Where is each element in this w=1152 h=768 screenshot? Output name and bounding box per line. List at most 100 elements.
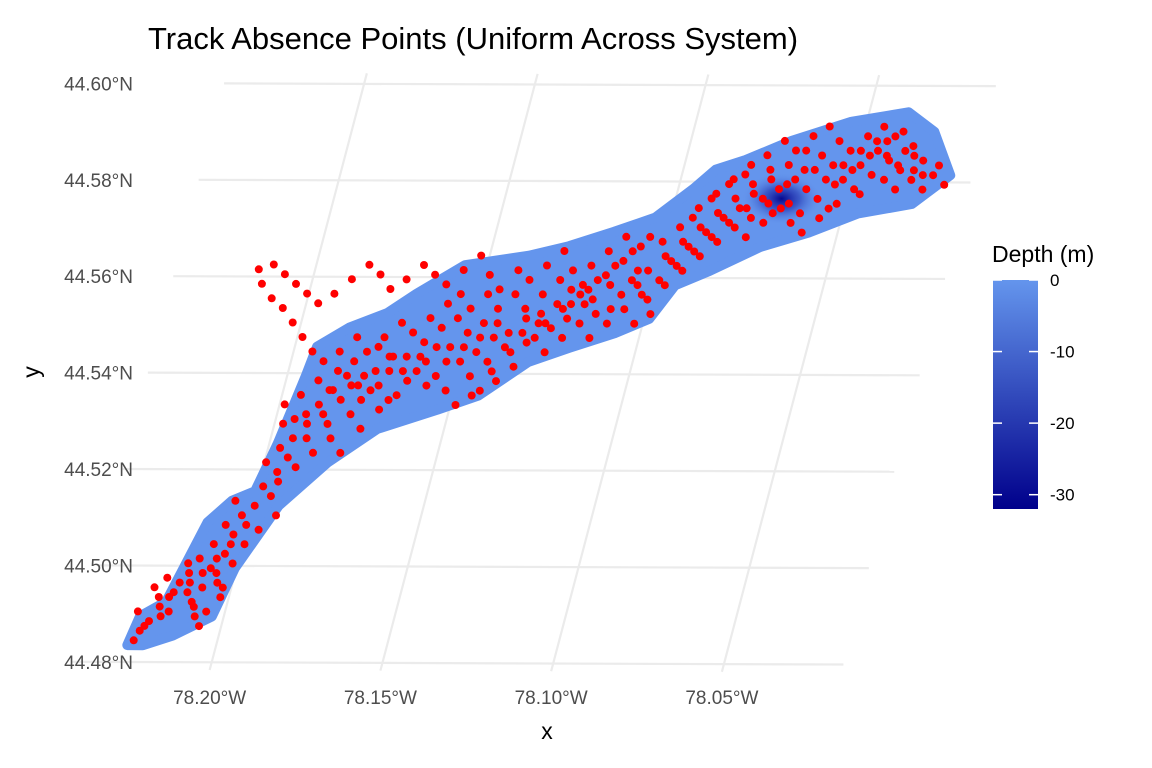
y-tick-label: 44.58°N bbox=[64, 171, 133, 192]
absence-point bbox=[198, 583, 207, 592]
absence-point bbox=[292, 279, 300, 288]
absence-point bbox=[347, 381, 356, 390]
absence-point bbox=[746, 213, 755, 222]
absence-point bbox=[175, 578, 184, 587]
absence-point bbox=[800, 165, 809, 174]
absence-point bbox=[899, 127, 908, 136]
absence-point bbox=[280, 400, 289, 409]
absence-point bbox=[129, 636, 138, 645]
absence-point bbox=[212, 554, 221, 563]
absence-point bbox=[314, 299, 323, 308]
absence-point bbox=[864, 132, 873, 141]
absence-point bbox=[431, 270, 440, 279]
absence-point bbox=[371, 367, 380, 375]
absence-point bbox=[459, 266, 468, 274]
absence-point bbox=[386, 285, 395, 293]
absence-point bbox=[463, 328, 472, 337]
absence-point bbox=[713, 237, 722, 246]
absence-point bbox=[856, 146, 865, 155]
absence-point bbox=[522, 314, 531, 323]
absence-point bbox=[786, 218, 795, 227]
absence-point bbox=[848, 166, 857, 174]
absence-point bbox=[606, 305, 615, 314]
absence-point bbox=[538, 290, 547, 299]
absence-point bbox=[873, 137, 882, 146]
grid-line-lat bbox=[71, 660, 844, 666]
legend-tick-label: 0 bbox=[1050, 271, 1059, 290]
absence-point bbox=[444, 299, 452, 308]
absence-point bbox=[226, 540, 235, 549]
absence-point bbox=[658, 237, 667, 246]
absence-point bbox=[155, 602, 164, 611]
absence-point bbox=[894, 161, 903, 170]
absence-point bbox=[291, 463, 300, 472]
absence-point bbox=[326, 434, 335, 443]
absence-point bbox=[741, 170, 750, 179]
absence-point bbox=[818, 151, 827, 160]
legend: Depth (m) 0 -10 -20 -30 bbox=[992, 241, 1094, 509]
absence-point bbox=[283, 453, 292, 462]
absence-point bbox=[266, 492, 275, 501]
absence-point bbox=[522, 338, 531, 347]
absence-point bbox=[735, 204, 744, 213]
absence-point bbox=[628, 247, 637, 256]
absence-point bbox=[276, 443, 285, 452]
absence-point bbox=[880, 175, 888, 184]
absence-point bbox=[467, 391, 476, 400]
absence-point bbox=[280, 270, 289, 279]
absence-point bbox=[164, 607, 173, 616]
absence-point bbox=[453, 314, 462, 323]
absence-point bbox=[493, 319, 502, 328]
absence-point bbox=[279, 419, 288, 428]
absence-point bbox=[209, 540, 218, 549]
absence-point bbox=[350, 357, 359, 366]
absence-point bbox=[296, 390, 305, 399]
absence-point bbox=[791, 175, 800, 184]
absence-point bbox=[218, 583, 227, 592]
absence-point bbox=[506, 348, 515, 357]
absence-point bbox=[627, 276, 636, 285]
absence-point bbox=[288, 318, 297, 327]
absence-point bbox=[323, 419, 332, 428]
absence-point bbox=[855, 190, 864, 199]
absence-point bbox=[509, 362, 518, 371]
absence-point bbox=[272, 511, 280, 520]
absence-point bbox=[465, 372, 474, 381]
absence-point bbox=[500, 343, 509, 352]
absence-point bbox=[567, 300, 575, 309]
absence-point bbox=[606, 281, 615, 289]
absence-point bbox=[335, 347, 344, 356]
chart-title: Track Absence Points (Uniform Across Sys… bbox=[148, 21, 798, 56]
absence-point bbox=[839, 161, 848, 170]
absence-point bbox=[883, 137, 892, 146]
absence-point bbox=[591, 309, 600, 318]
absence-point bbox=[620, 305, 629, 314]
grid-line-lat bbox=[147, 371, 920, 377]
grid-line-lat bbox=[122, 467, 895, 473]
x-tick-label: 78.20°W bbox=[173, 688, 246, 709]
absence-point bbox=[374, 342, 383, 351]
absence-point bbox=[392, 391, 401, 400]
grid-line-lat bbox=[224, 82, 996, 88]
y-tick-label: 44.60°N bbox=[64, 74, 133, 95]
absence-point bbox=[874, 146, 882, 155]
absence-point bbox=[891, 185, 900, 194]
absence-point bbox=[420, 261, 428, 269]
absence-point bbox=[242, 520, 251, 529]
absence-point bbox=[630, 319, 639, 328]
absence-point bbox=[347, 275, 356, 284]
absence-point bbox=[412, 367, 421, 376]
absence-point bbox=[602, 319, 611, 328]
absence-point bbox=[466, 304, 475, 313]
absence-point bbox=[432, 343, 441, 352]
absence-point bbox=[437, 323, 446, 332]
absence-point bbox=[354, 381, 363, 390]
absence-point bbox=[504, 328, 513, 337]
absence-point bbox=[185, 578, 194, 587]
absence-point bbox=[184, 559, 193, 568]
absence-point bbox=[688, 213, 697, 222]
absence-point bbox=[730, 223, 739, 232]
absence-point bbox=[476, 333, 485, 342]
absence-point bbox=[133, 607, 142, 616]
absence-point bbox=[302, 410, 311, 419]
